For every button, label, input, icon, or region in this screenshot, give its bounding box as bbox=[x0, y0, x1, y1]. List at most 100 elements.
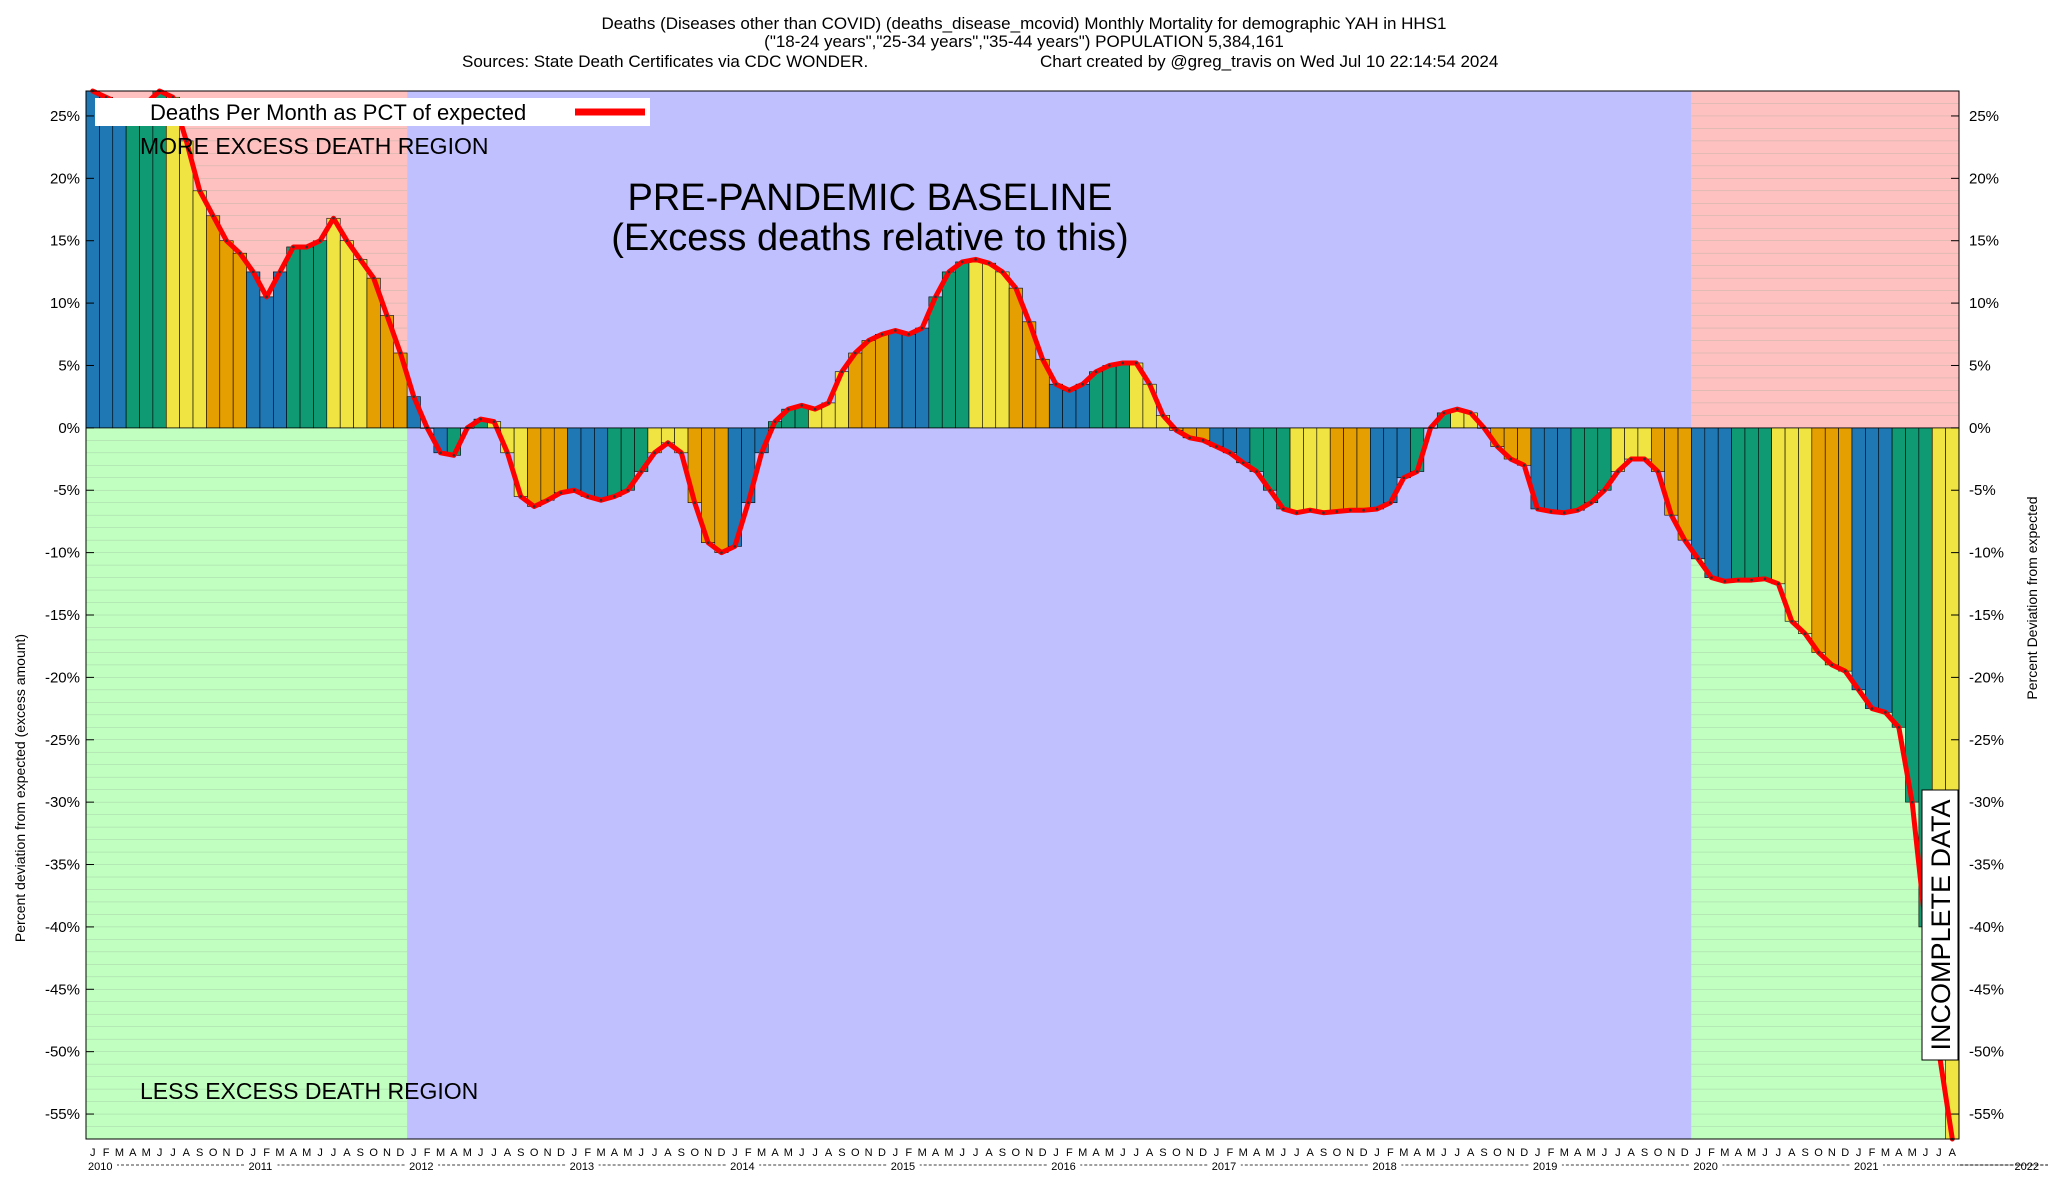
line-point bbox=[920, 326, 924, 330]
x-month-label: J bbox=[1762, 1147, 1768, 1159]
bar bbox=[1115, 362, 1130, 429]
line-point bbox=[706, 541, 710, 544]
x-year-label: 2011 bbox=[249, 1161, 273, 1173]
line-point bbox=[1402, 476, 1406, 480]
x-month-label: J bbox=[652, 1147, 658, 1159]
y-tick-label-right: 25% bbox=[1969, 108, 1999, 125]
bar bbox=[1784, 427, 1799, 622]
bar bbox=[580, 427, 595, 497]
line-point bbox=[1389, 501, 1392, 505]
year-label-bg bbox=[247, 1159, 278, 1173]
bar bbox=[1771, 427, 1786, 585]
line-point bbox=[1068, 389, 1071, 392]
x-month-label: J bbox=[638, 1147, 644, 1159]
x-month-label: F bbox=[745, 1147, 752, 1159]
x-month-label: A bbox=[1413, 1147, 1421, 1159]
bar bbox=[1356, 427, 1371, 511]
line-point bbox=[1201, 439, 1205, 442]
line-point bbox=[1830, 663, 1834, 667]
bar bbox=[1289, 427, 1304, 513]
line-point bbox=[626, 488, 630, 492]
legend-box bbox=[95, 98, 650, 126]
bar bbox=[1329, 427, 1344, 512]
y-tick-label-left: 20% bbox=[50, 170, 80, 187]
line-point bbox=[238, 251, 242, 255]
x-month-label: A bbox=[1306, 1147, 1314, 1159]
year-label-bg bbox=[1852, 1159, 1883, 1173]
x-month-label: J bbox=[1776, 1147, 1782, 1159]
line-point bbox=[974, 258, 977, 261]
bar bbox=[1798, 427, 1813, 635]
x-month-label: J bbox=[1856, 1147, 1862, 1159]
title-line-2: ("18-24 years","25-34 years","35-44 year… bbox=[764, 32, 1284, 51]
line-point bbox=[1683, 538, 1687, 542]
x-month-label: A bbox=[825, 1147, 833, 1159]
x-year-label: 2015 bbox=[891, 1161, 915, 1173]
x-month-label: J bbox=[90, 1147, 96, 1159]
line-point bbox=[1549, 510, 1553, 513]
pct-line bbox=[90, 88, 1955, 1142]
line-point bbox=[934, 295, 937, 299]
line-point bbox=[1777, 582, 1780, 586]
bar bbox=[99, 96, 114, 429]
x-month-label: O bbox=[1493, 1147, 1502, 1159]
line-point bbox=[104, 95, 108, 99]
line-point bbox=[813, 407, 817, 411]
year-label-bg bbox=[1531, 1159, 1562, 1173]
x-month-label: N bbox=[865, 1147, 873, 1159]
x-year-label: 2022 bbox=[2015, 1161, 2039, 1173]
bar bbox=[875, 333, 890, 429]
line-point bbox=[720, 551, 723, 554]
bar bbox=[179, 140, 194, 429]
line-point bbox=[894, 329, 897, 332]
line-point bbox=[1469, 411, 1472, 415]
y-tick-label-left: -55% bbox=[45, 1106, 80, 1123]
line-point bbox=[1790, 619, 1794, 623]
x-month-label: A bbox=[1467, 1147, 1475, 1159]
bar bbox=[1249, 427, 1264, 472]
y-tick-label-right: 20% bbox=[1969, 170, 1999, 187]
x-month-label: F bbox=[584, 1147, 591, 1159]
x-month-label: M bbox=[757, 1147, 766, 1159]
x-month-label: M bbox=[623, 1147, 632, 1159]
line-point bbox=[305, 245, 309, 249]
baseline-label-line2: (Excess deaths relative to this) bbox=[611, 217, 1128, 259]
y-tick-label-left: -5% bbox=[53, 482, 80, 499]
bar bbox=[1584, 427, 1599, 504]
bar bbox=[1838, 427, 1853, 672]
x-month-label: O bbox=[209, 1147, 218, 1159]
x-month-label: J bbox=[1214, 1147, 1220, 1159]
line-point bbox=[546, 498, 549, 502]
x-month-label: D bbox=[878, 1147, 886, 1159]
line-point bbox=[385, 314, 389, 317]
bar bbox=[955, 261, 970, 429]
bar bbox=[326, 217, 341, 429]
line-point bbox=[399, 351, 402, 355]
x-year-label: 2010 bbox=[88, 1161, 112, 1173]
x-month-label: A bbox=[1574, 1147, 1582, 1159]
bar bbox=[1396, 427, 1411, 479]
line-point bbox=[479, 417, 482, 421]
x-month-label: A bbox=[1788, 1147, 1796, 1159]
x-month-label: J bbox=[1120, 1147, 1126, 1159]
line-point bbox=[1817, 651, 1820, 654]
x-month-label: M bbox=[1881, 1147, 1890, 1159]
x-month-label: D bbox=[1199, 1147, 1207, 1159]
line-point bbox=[211, 214, 215, 218]
line-point bbox=[1215, 445, 1218, 448]
y-tick-label-left: -15% bbox=[45, 607, 80, 624]
line-point bbox=[1897, 725, 1901, 729]
x-month-label: S bbox=[1159, 1147, 1166, 1159]
x-month-label: O bbox=[1172, 1147, 1181, 1159]
less-excess-label: LESS EXCESS DEATH REGION bbox=[140, 1078, 478, 1104]
x-month-label: A bbox=[129, 1147, 137, 1159]
x-year-label: 2021 bbox=[1854, 1161, 1878, 1173]
line-point bbox=[1188, 436, 1192, 440]
x-month-label: M bbox=[1908, 1147, 1917, 1159]
x-month-label: J bbox=[1455, 1147, 1461, 1159]
x-month-label: A bbox=[664, 1147, 672, 1159]
line-point bbox=[1589, 501, 1593, 505]
x-month-label: M bbox=[596, 1147, 605, 1159]
x-month-label: S bbox=[678, 1147, 685, 1159]
